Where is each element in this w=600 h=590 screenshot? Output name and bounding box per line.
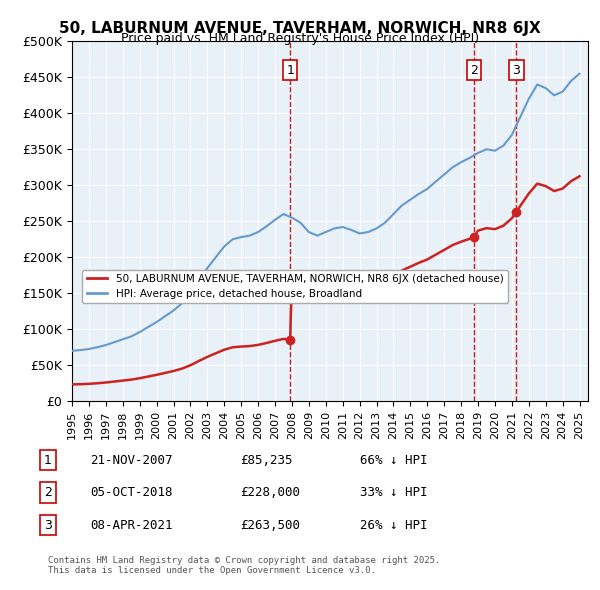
Text: 26% ↓ HPI: 26% ↓ HPI — [360, 519, 427, 532]
Text: £263,500: £263,500 — [240, 519, 300, 532]
Text: 2: 2 — [44, 486, 52, 499]
Text: 21-NOV-2007: 21-NOV-2007 — [90, 454, 173, 467]
Legend: 50, LABURNUM AVENUE, TAVERHAM, NORWICH, NR8 6JX (detached house), HPI: Average p: 50, LABURNUM AVENUE, TAVERHAM, NORWICH, … — [82, 270, 508, 303]
Text: 08-APR-2021: 08-APR-2021 — [90, 519, 173, 532]
Text: 1: 1 — [44, 454, 52, 467]
Text: 3: 3 — [44, 519, 52, 532]
Text: 3: 3 — [512, 64, 520, 77]
Text: Price paid vs. HM Land Registry's House Price Index (HPI): Price paid vs. HM Land Registry's House … — [121, 32, 479, 45]
Text: £85,235: £85,235 — [240, 454, 293, 467]
Text: Contains HM Land Registry data © Crown copyright and database right 2025.
This d: Contains HM Land Registry data © Crown c… — [48, 556, 440, 575]
Text: £228,000: £228,000 — [240, 486, 300, 499]
Text: 2: 2 — [470, 64, 478, 77]
Text: 1: 1 — [286, 64, 294, 77]
Text: 05-OCT-2018: 05-OCT-2018 — [90, 486, 173, 499]
Text: 33% ↓ HPI: 33% ↓ HPI — [360, 486, 427, 499]
Text: 50, LABURNUM AVENUE, TAVERHAM, NORWICH, NR8 6JX: 50, LABURNUM AVENUE, TAVERHAM, NORWICH, … — [59, 21, 541, 35]
Text: 66% ↓ HPI: 66% ↓ HPI — [360, 454, 427, 467]
